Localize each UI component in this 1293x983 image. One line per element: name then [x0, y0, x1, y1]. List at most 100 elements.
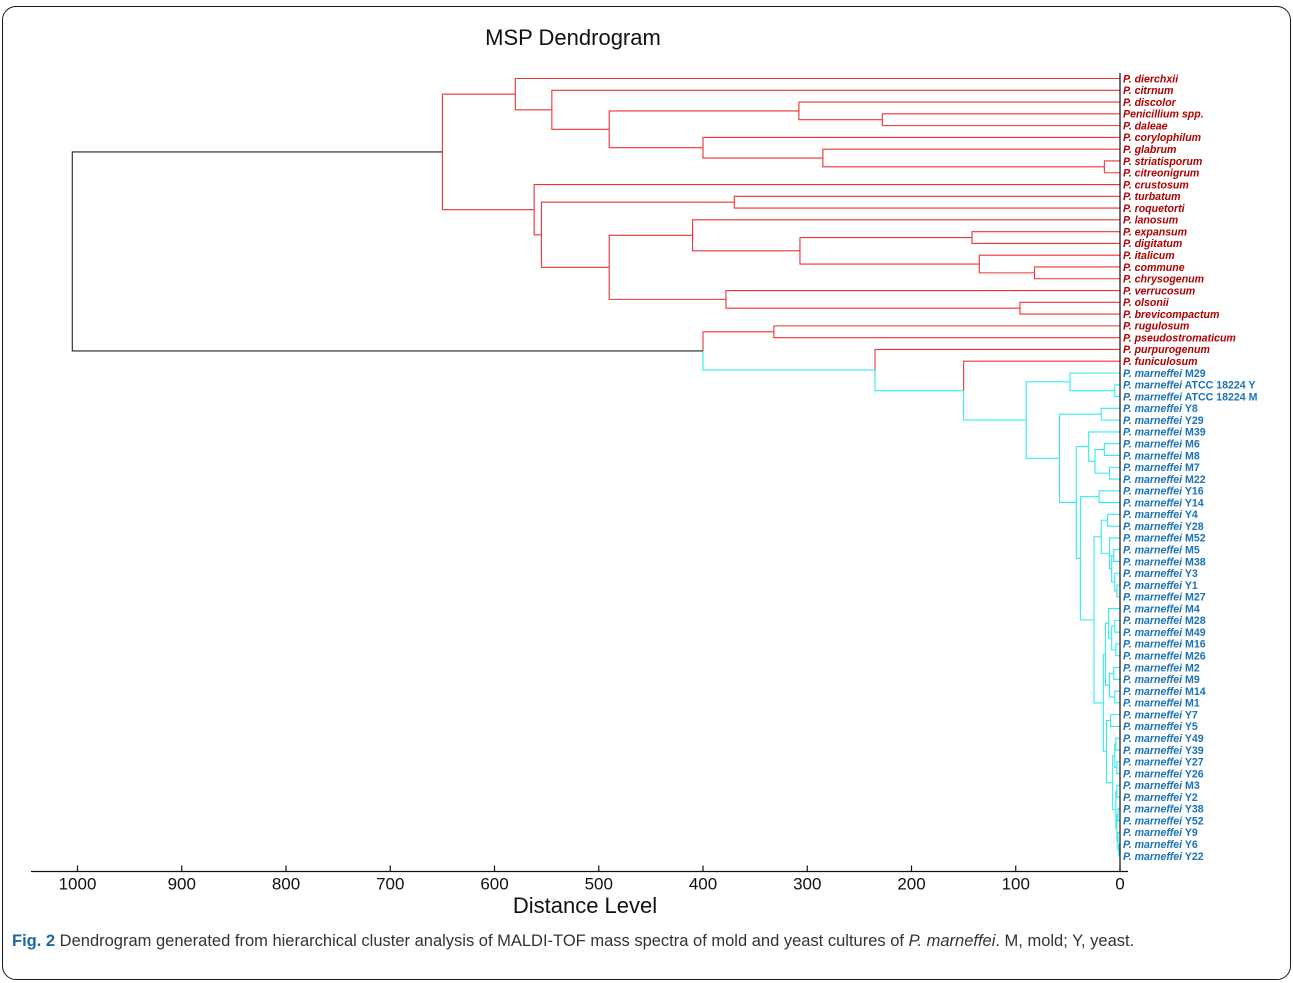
- leaf-label: P. marneffei Y5: [1123, 721, 1198, 733]
- leaf-strain: Y39: [1182, 745, 1204, 757]
- dendrogram-branch-128: [702, 331, 774, 351]
- leaf-label: P. lanosum: [1123, 215, 1178, 227]
- x-tick-label: 800: [272, 875, 300, 894]
- dendrogram-branch-84: [1109, 672, 1114, 686]
- dendrogram-branch-23: [978, 264, 1035, 274]
- leaf-strain: Y38: [1182, 804, 1204, 816]
- leaf-label: P. marneffei Y14: [1123, 497, 1204, 509]
- leaf-label: P. marneffei Y49: [1123, 733, 1204, 745]
- x-tick-label: 100: [1002, 875, 1030, 894]
- leaf-label: P. marneffei Y26: [1123, 768, 1204, 780]
- x-tick-label: 900: [168, 875, 196, 894]
- leaf-taxon: P. striatisporum: [1123, 156, 1202, 168]
- leaf-strain: Y29: [1182, 415, 1204, 427]
- dendrogram-branch-11: [608, 129, 703, 149]
- x-tick-label: 400: [689, 875, 717, 894]
- dendrogram-branch-82: [1114, 690, 1120, 697]
- leaf-taxon: P. lanosum: [1123, 215, 1178, 227]
- leaf-taxon: P. citrnum: [1123, 85, 1173, 97]
- leaf-taxon: P. marneffei: [1123, 768, 1183, 780]
- dendrogram-branch-56: [1098, 490, 1120, 497]
- dendrogram-branch-76: [1111, 625, 1115, 639]
- leaf-taxon: P. marneffei: [1123, 462, 1183, 474]
- leaf-label: P. marneffei Y4: [1123, 509, 1198, 521]
- dendrogram-branch-122: [1025, 381, 1070, 421]
- leaf-taxon: P. discolor: [1123, 97, 1177, 109]
- dendrogram-branch-123: [1025, 420, 1060, 459]
- dendrogram-branch-116: [1079, 496, 1100, 559]
- leaf-label: P. marneffei M6: [1123, 438, 1200, 450]
- dendrogram-branch-38: [441, 93, 516, 152]
- leaf-label: Penicillium spp.: [1123, 109, 1204, 121]
- leaf-strain: M2: [1182, 662, 1200, 674]
- dendrogram-branch-81: [1113, 673, 1120, 680]
- leaf-label: P. funiculosum: [1123, 356, 1198, 368]
- leaf-label: P. marneffei ATCC 18224 M: [1123, 391, 1258, 403]
- dendrogram-branch-131: [71, 251, 703, 352]
- leaf-taxon: P. marneffei: [1123, 827, 1183, 839]
- dendrogram-branch-34: [540, 201, 735, 235]
- leaf-taxon: P. marneffei: [1123, 757, 1183, 769]
- leaf-taxon: P. marneffei: [1123, 533, 1183, 545]
- dendrogram-branch-114: [1093, 536, 1102, 620]
- dendrogram-branch-67: [1111, 568, 1115, 583]
- leaf-taxon: P. commune: [1123, 262, 1185, 274]
- leaf-taxon: P. marneffei: [1123, 545, 1183, 557]
- leaf-taxon: P. marneffei: [1123, 721, 1183, 733]
- x-tick-label: 500: [585, 875, 613, 894]
- leaf-label: P. marneffei M3: [1123, 780, 1200, 792]
- leaf-label: P. marneffei ATCC 18224 Y: [1123, 380, 1256, 392]
- leaf-strain: Y4: [1182, 509, 1198, 521]
- dendrogram-branch-73: [1114, 626, 1120, 633]
- dendrogram-branch-62: [1116, 584, 1120, 591]
- leaf-taxon: P. marneffei: [1123, 509, 1183, 521]
- dendrogram-branch-86: [1104, 622, 1109, 655]
- dendrogram-branch-126: [874, 348, 1120, 371]
- leaf-taxon: P. funiculosum: [1123, 356, 1198, 368]
- leaf-strain: Y26: [1182, 768, 1204, 780]
- leaf-label: P. marneffei Y6: [1123, 839, 1198, 851]
- dendrogram-links: [71, 77, 1120, 857]
- dendrogram-branch-130: [71, 151, 443, 252]
- leaf-label: P. rugulosum: [1123, 321, 1189, 333]
- leaf-label: P. marneffei M29: [1123, 368, 1206, 380]
- leaf-label: P. marneffei Y1: [1123, 580, 1198, 592]
- dendrogram-branch-28: [1019, 301, 1120, 309]
- dendrogram-branch-30: [725, 289, 1120, 300]
- dendrogram-branch-93: [1116, 767, 1120, 775]
- dendrogram-branch-55: [1088, 446, 1095, 462]
- leaf-label: P. purpurogenum: [1123, 344, 1210, 356]
- dendrogram-branch-119: [1075, 502, 1081, 559]
- dendrogram-branch-47: [1100, 414, 1120, 421]
- leaf-taxon: P. marneffei: [1123, 709, 1183, 721]
- leaf-strain: M14: [1182, 686, 1206, 698]
- leaf-taxon: P. olsonii: [1123, 297, 1170, 309]
- dendrogram-branch-52: [1094, 449, 1105, 462]
- dendrogram-branch-72: [1114, 619, 1120, 627]
- leaf-taxon: P. verrucosum: [1123, 285, 1195, 297]
- leaf-label: P. turbatum: [1123, 191, 1181, 203]
- leaf-strain: M49: [1182, 627, 1206, 639]
- figure-frame: MSP Dendrogram P. dierchxii P. citrnum P. …: [2, 6, 1291, 980]
- leaf-taxon: P. marneffei: [1123, 686, 1183, 698]
- dendrogram-branch-127: [874, 370, 964, 392]
- dendrogram-branch-107: [1115, 809, 1117, 829]
- caption-fig-label: Fig. 2: [12, 932, 56, 950]
- dendrogram-branch-99: [1117, 814, 1120, 822]
- dendrogram-branch-42: [1114, 384, 1120, 391]
- x-tick-label: 600: [480, 875, 508, 894]
- dendrogram-branch-89: [1110, 720, 1120, 727]
- dendrogram-branch-1: [881, 119, 1120, 127]
- leaf-label: P. marneffei Y28: [1123, 521, 1204, 533]
- leaf-label: P. marneffei Y16: [1123, 486, 1204, 498]
- dendrogram-branch-102: [1117, 831, 1120, 842]
- dendrogram-branch-16: [733, 195, 1120, 203]
- dendrogram-branch-25: [799, 250, 980, 265]
- leaf-strain: M1: [1182, 698, 1200, 710]
- dendrogram-branch-5: [1103, 166, 1120, 174]
- leaf-label: P. marneffei M22: [1123, 474, 1206, 486]
- leaf-strain: M29: [1182, 368, 1206, 380]
- leaf-strain: Y5: [1182, 721, 1198, 733]
- leaf-taxon: P. expansum: [1123, 226, 1187, 238]
- dendrogram-branch-54: [1088, 431, 1120, 447]
